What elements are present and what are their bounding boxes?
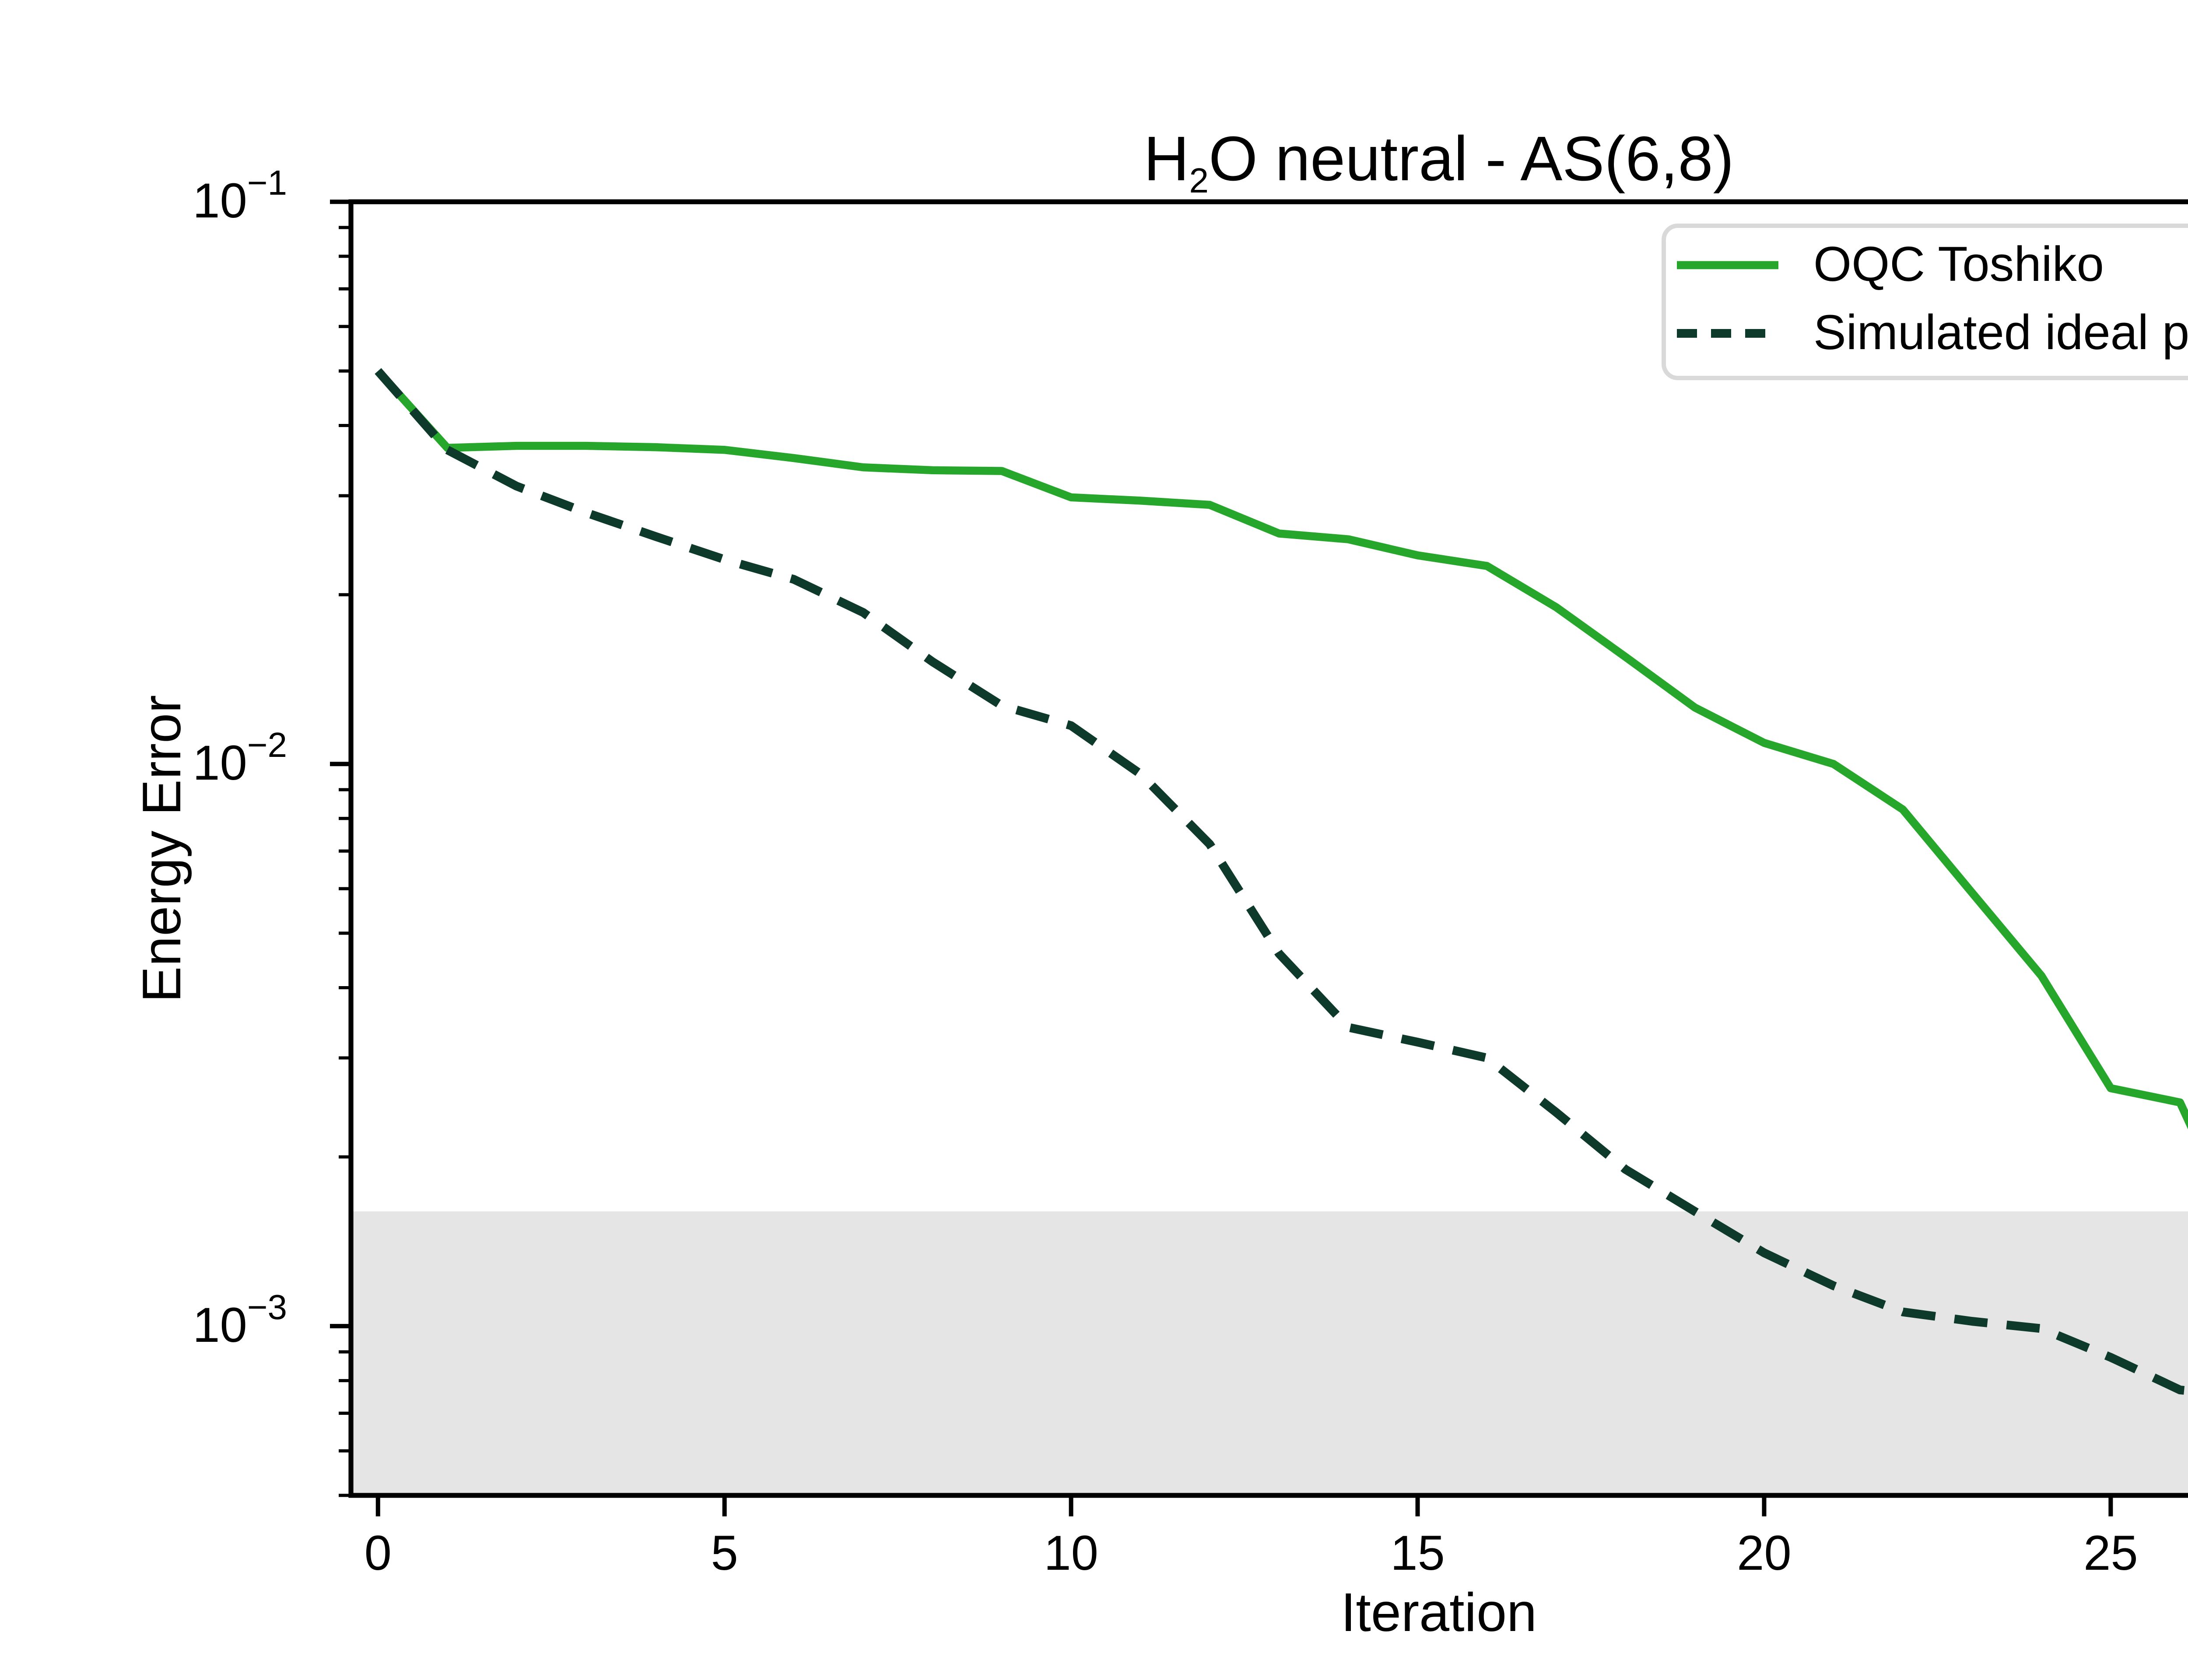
ticks-group: 05101520253010−110−210−3: [193, 163, 2138, 1580]
x-tick-label-10: 10: [1044, 1526, 1098, 1580]
y-axis-label: Energy Error: [132, 695, 192, 1003]
x-tick-label-0: 0: [365, 1526, 392, 1580]
axes-spines: [348, 199, 2188, 1498]
title-subscript: 2: [1189, 161, 1209, 200]
legend-frame: [1662, 224, 2188, 380]
x-tick-label-25: 25: [2083, 1526, 2138, 1580]
y-tick-label-10−3: 10−3: [193, 1288, 287, 1352]
accuracy-band: [351, 1211, 2188, 1495]
series-oqc-toshiko: [375, 368, 2188, 1130]
y-tick-label-10−1: 10−1: [193, 163, 287, 228]
x-tick-label-5: 5: [711, 1526, 738, 1580]
x-axis-label: Iteration: [1341, 1582, 1537, 1643]
legend-label-oqc-toshiko: OQC Toshiko: [1813, 237, 2104, 291]
x-tick-label-20: 20: [1737, 1526, 1792, 1580]
series-simulated-ideal-performance: [375, 368, 2188, 1395]
y-tick-label-10−2: 10−2: [193, 725, 287, 790]
legend-box: OQC Toshiko Simulated ideal performance: [1662, 224, 2188, 380]
series-group: [375, 368, 2188, 1395]
x-tick-label-15: 15: [1390, 1526, 1445, 1580]
chart-title: H2O neutral - AS(6,8): [1143, 123, 1734, 200]
legend-label-simulated-ideal: Simulated ideal performance: [1813, 305, 2188, 360]
